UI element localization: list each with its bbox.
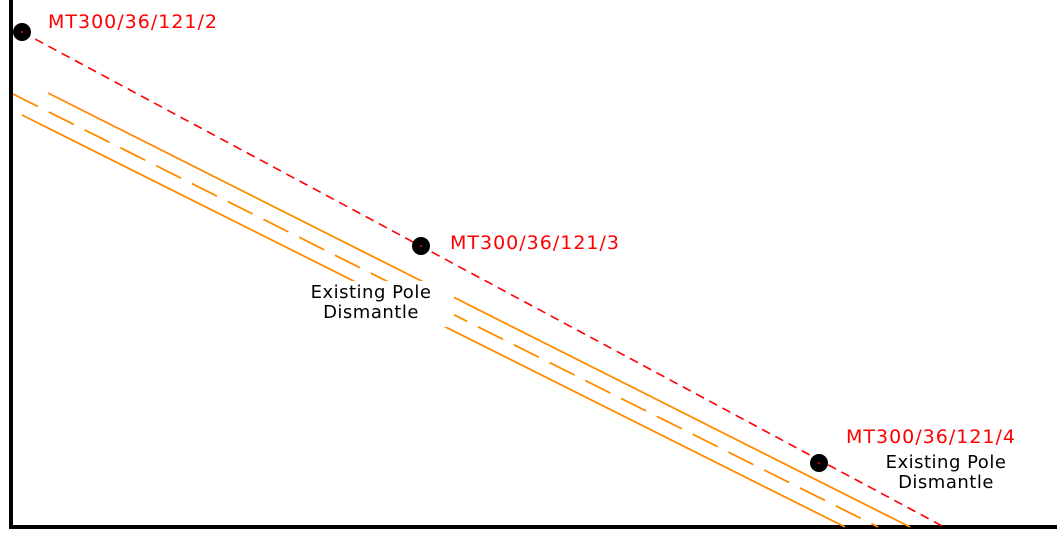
note-line-1: Existing Pole [886, 452, 1007, 473]
pole-label: MT300/36/121/4 [846, 426, 1016, 448]
pole-center-dot [420, 245, 422, 247]
pole-center-dot [21, 31, 23, 33]
pole-label: MT300/36/121/3 [450, 232, 620, 254]
note-background [290, 281, 454, 327]
cable-corridor [12, 92, 911, 528]
note-line-2: Dismantle [898, 472, 994, 493]
overhead-line-dashed [21, 31, 945, 528]
pole-label: MT300/36/121/2 [48, 11, 218, 33]
note-pole-2: Existing Pole Dismantle [290, 281, 454, 327]
pole-2[interactable]: MT300/36/121/3 [412, 232, 620, 255]
note-line-1: Existing Pole [311, 282, 432, 303]
note-pole-3: Existing Pole Dismantle [886, 452, 1007, 493]
note-line-2: Dismantle [323, 302, 419, 323]
pole-1[interactable]: MT300/36/121/2 [13, 11, 218, 41]
pole-3[interactable]: MT300/36/121/4 [810, 426, 1016, 472]
cable-outer-line-top [47, 92, 911, 528]
pole-center-dot [818, 462, 820, 464]
